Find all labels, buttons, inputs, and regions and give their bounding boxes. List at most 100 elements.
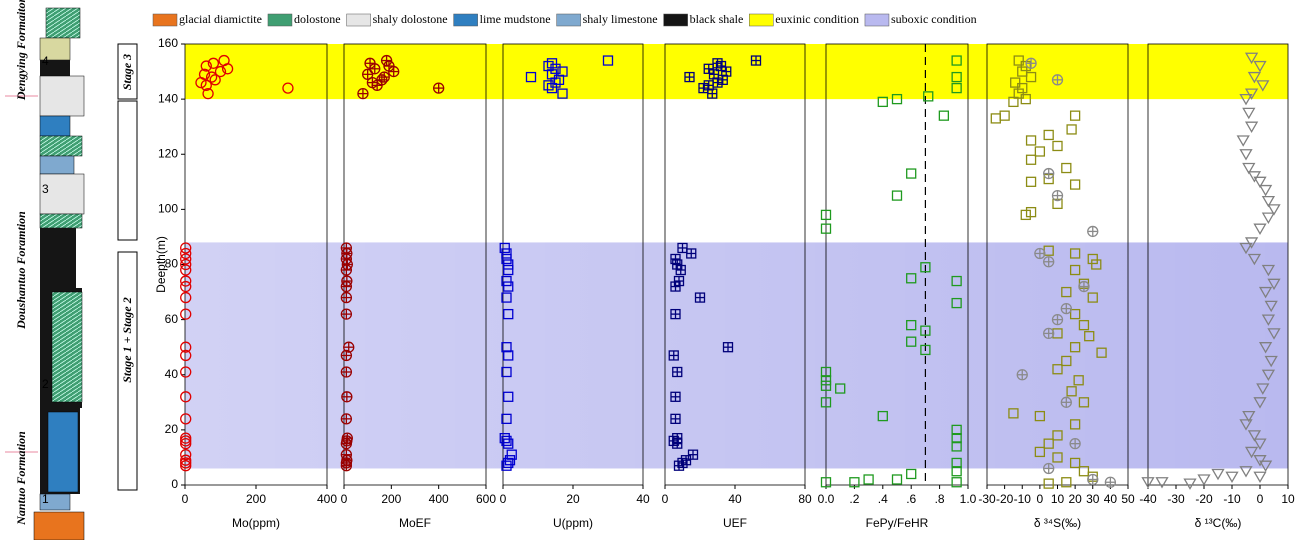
page: {"lithology_legend":[ {"name":"glacial d… — [0, 0, 1308, 540]
column-tick-label: 3 — [42, 182, 49, 196]
stage-label: Stage 3 — [120, 54, 134, 90]
marker-shape — [1053, 141, 1062, 150]
legend-swatch — [557, 14, 581, 26]
data-point — [893, 191, 902, 200]
marker-shape — [1185, 479, 1196, 489]
data-point — [864, 475, 873, 484]
marker-shape — [1067, 125, 1076, 134]
marker-shape — [1071, 111, 1080, 120]
y-tick-label: 160 — [158, 36, 178, 50]
marker-shape — [1227, 472, 1238, 482]
marker-shape — [1000, 111, 1009, 120]
data-point — [379, 72, 389, 82]
x-tick-label: 20 — [566, 492, 580, 506]
marker-shape — [1238, 136, 1249, 146]
x-tick-label: 20 — [1068, 492, 1082, 506]
x-tick-label: -10 — [1223, 492, 1241, 506]
stage-label: Stage 1 + Stage 2 — [120, 297, 134, 383]
marker-shape — [1213, 469, 1224, 479]
x-tick-label: 30 — [1086, 492, 1100, 506]
marker-shape — [1249, 172, 1260, 182]
marker-shape — [1027, 208, 1036, 217]
legend-swatch — [865, 14, 889, 26]
column-tick-label: 4 — [42, 54, 49, 68]
data-point — [907, 169, 916, 178]
strat-column: Dengying Formaiton Doushantuo Foramtion … — [5, 0, 137, 540]
formation-label: Nantuo Formation — [14, 431, 28, 526]
formation-label: Dengying Formaiton — [14, 0, 28, 101]
data-point — [1199, 475, 1210, 485]
marker-shape — [1255, 224, 1266, 234]
data-point — [1105, 477, 1115, 487]
legend-label: suboxic condition — [891, 12, 977, 26]
marker-shape — [1021, 210, 1030, 219]
data-point — [1061, 304, 1071, 314]
data-point — [1000, 111, 1009, 120]
y-tick-label: 120 — [158, 146, 178, 160]
x-tick-label: 400 — [429, 492, 449, 506]
marker-shape — [1243, 108, 1254, 118]
x-tick-label: 0 — [182, 492, 189, 506]
data-point — [341, 461, 351, 471]
legend-label: glacial diamictite — [179, 12, 262, 26]
data-point — [1035, 248, 1045, 258]
data-point — [1044, 479, 1053, 488]
data-point — [1044, 257, 1054, 267]
marker-shape — [1035, 147, 1044, 156]
data-point — [1035, 147, 1044, 156]
marker-shape — [1044, 130, 1053, 139]
y-tick-label: 140 — [158, 91, 178, 105]
data-point — [1246, 122, 1257, 132]
marker-shape — [893, 475, 902, 484]
x-tick-label: 1.0 — [960, 492, 977, 506]
x-axis-title: U(ppm) — [553, 516, 593, 530]
data-point — [341, 414, 351, 424]
data-point — [1213, 469, 1224, 479]
marker-shape — [1255, 472, 1266, 482]
data-point — [358, 89, 368, 99]
data-point — [939, 111, 948, 120]
data-point — [991, 114, 1000, 123]
x-tick-label: 0.0 — [818, 492, 835, 506]
y-tick-label: 60 — [165, 312, 179, 326]
x-tick-label: -20 — [1195, 492, 1213, 506]
column-tick-label: 1 — [42, 492, 49, 506]
legend-swatch — [749, 14, 773, 26]
marker-shape — [1071, 180, 1080, 189]
y-tick-label: 40 — [165, 367, 179, 381]
marker-shape — [1027, 177, 1036, 186]
x-tick-label: .8 — [935, 492, 945, 506]
data-point — [1053, 141, 1062, 150]
y-axis-title: Deepth(m) — [154, 236, 168, 293]
data-point — [1263, 213, 1274, 223]
data-point — [1027, 177, 1036, 186]
data-point — [1027, 155, 1036, 164]
data-point — [1243, 108, 1254, 118]
data-point — [1062, 164, 1071, 173]
x-axis-title: MoEF — [399, 516, 431, 530]
data-point — [1227, 472, 1238, 482]
x-tick-label: 40 — [728, 492, 742, 506]
x-tick-label: 0 — [341, 492, 348, 506]
x-tick-label: 0 — [500, 492, 507, 506]
column-tick-label: 2 — [42, 377, 49, 391]
x-tick-label: 600 — [476, 492, 496, 506]
x-tick-label: 80 — [798, 492, 812, 506]
x-tick-label: -10 — [1014, 492, 1032, 506]
legend-swatch — [268, 14, 292, 26]
x-tick-label: -30 — [978, 492, 996, 506]
x-axis-title: Mo(ppm) — [232, 516, 280, 530]
data-point — [1053, 315, 1063, 325]
data-point — [434, 83, 444, 93]
x-tick-label: .4 — [878, 492, 888, 506]
data-point — [1017, 370, 1027, 380]
data-point — [1061, 397, 1071, 407]
data-point — [1157, 478, 1168, 488]
marker-shape — [907, 469, 916, 478]
data-point — [907, 469, 916, 478]
x-tick-label: .2 — [849, 492, 859, 506]
data-point — [341, 282, 351, 292]
y-tick-label: 100 — [158, 202, 178, 216]
marker-shape — [1027, 155, 1036, 164]
data-point — [1044, 328, 1054, 338]
